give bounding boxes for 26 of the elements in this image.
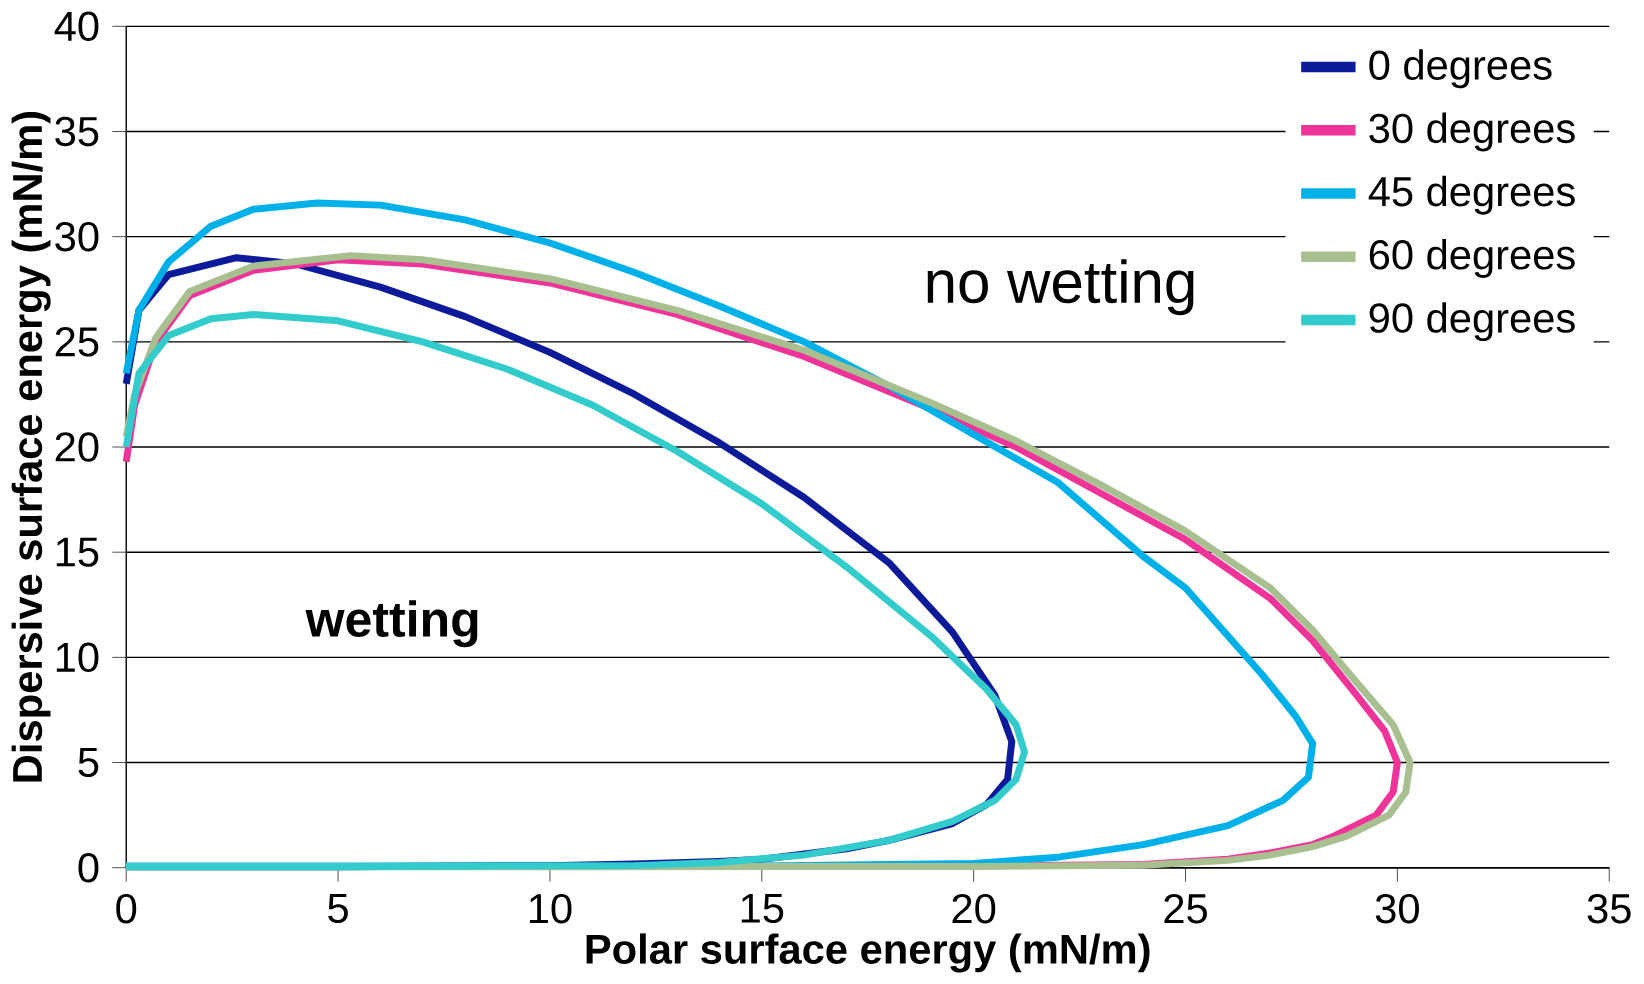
y-tick-label: 15 <box>56 537 99 567</box>
x-tick-label: 5 <box>328 893 348 923</box>
y-tick-label: 20 <box>55 432 99 462</box>
legend-label: 90 degrees <box>1369 302 1575 342</box>
y-tick-label: 25 <box>55 327 99 357</box>
y-tick-label: 30 <box>55 221 99 252</box>
y-tick-label: 5 <box>78 748 99 778</box>
y-tick-label: 10 <box>56 642 99 673</box>
x-tick-label: 10 <box>529 893 572 924</box>
annotation: wetting <box>305 600 478 648</box>
y-tick-label: 35 <box>55 116 99 147</box>
x-tick-label: 25 <box>1164 893 1207 924</box>
annotation: no wetting <box>927 259 1194 316</box>
x-tick-label: 0 <box>116 893 137 924</box>
y-axis-title: Dispersive surface energy (mN/m) <box>11 111 51 782</box>
legend-label: 45 degrees <box>1368 175 1575 215</box>
legend-label: 30 degrees <box>1369 112 1575 152</box>
y-tick-label: 0 <box>78 852 99 883</box>
x-tick-label: 30 <box>1375 893 1419 924</box>
x-axis-title: Polar surface energy (mN/m) <box>586 933 1150 973</box>
x-tick-label: 20 <box>952 893 996 924</box>
x-tick-label: 15 <box>741 893 784 923</box>
y-tick-label: 40 <box>54 11 99 42</box>
legend-label: 0 degrees <box>1369 49 1552 89</box>
legend-label: 60 degrees <box>1369 239 1575 278</box>
x-tick-label: 35 <box>1587 893 1631 924</box>
